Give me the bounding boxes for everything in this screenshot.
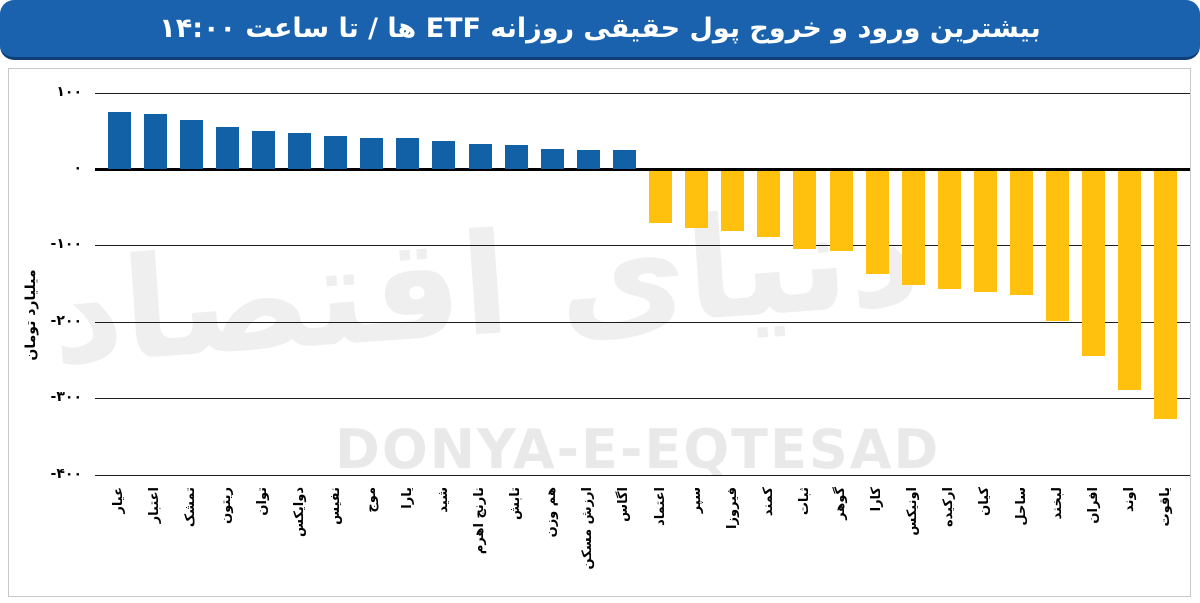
bar-negative bbox=[901, 171, 925, 285]
chart-title-bar: بیشترین ورود و خروج پول حقیقی روزانه ETF… bbox=[0, 0, 1200, 60]
y-tick-label: ۰ bbox=[73, 160, 82, 176]
bar-negative bbox=[973, 171, 997, 292]
bar-positive bbox=[215, 126, 239, 169]
x-category-label: اگاس bbox=[616, 487, 632, 522]
x-category-label: گوهر bbox=[833, 487, 848, 520]
gridline bbox=[95, 92, 1190, 94]
bar-positive bbox=[540, 149, 564, 169]
bar-negative bbox=[649, 171, 672, 223]
gridline bbox=[95, 321, 1190, 323]
x-category-label: سپر bbox=[688, 487, 704, 514]
x-category-label: ارکیده bbox=[941, 487, 957, 527]
x-category-label: ریتون bbox=[219, 487, 235, 524]
bar-positive bbox=[288, 133, 311, 169]
bar-negative bbox=[937, 171, 961, 289]
bar-positive bbox=[251, 130, 275, 169]
x-category-label: افران bbox=[1085, 487, 1101, 524]
y-tick-label: -۳۰۰ bbox=[50, 389, 82, 406]
x-category-label: شید bbox=[435, 487, 451, 513]
y-tick-label: -۴۰۰ bbox=[50, 465, 82, 482]
chart-title: بیشترین ورود و خروج پول حقیقی روزانه ETF… bbox=[159, 13, 1041, 44]
bar-negative bbox=[1010, 171, 1033, 295]
x-category-label: ارزش مسکن bbox=[580, 487, 596, 570]
bar-negative bbox=[1154, 171, 1178, 419]
bar-negative bbox=[721, 171, 745, 232]
bar-negative bbox=[1046, 171, 1070, 321]
x-category-label: تمشک bbox=[183, 487, 199, 528]
y-tick-label: ۱۰۰ bbox=[56, 83, 82, 100]
x-category-label: فیروزا bbox=[724, 487, 740, 529]
bar-positive bbox=[179, 120, 203, 169]
x-category-label: کیان bbox=[977, 487, 993, 516]
x-category-label: یارا bbox=[399, 487, 415, 509]
y-tick-label: -۱۰۰ bbox=[50, 236, 82, 253]
bar-negative bbox=[829, 171, 853, 252]
x-category-label: توان bbox=[255, 487, 271, 516]
bar-positive bbox=[396, 138, 420, 169]
x-category-label: موج bbox=[363, 487, 379, 513]
x-category-label: کارا bbox=[869, 487, 885, 512]
x-category-label: ثبات bbox=[796, 487, 812, 516]
bar-negative bbox=[1082, 171, 1106, 356]
gridline bbox=[95, 398, 1190, 400]
bar-negative bbox=[685, 171, 709, 229]
bar-positive bbox=[576, 149, 600, 169]
gridline bbox=[95, 474, 1190, 476]
bar-negative bbox=[757, 171, 781, 238]
bar-positive bbox=[324, 136, 348, 169]
x-category-label: دوایکس bbox=[291, 487, 307, 538]
bar-positive bbox=[107, 111, 131, 169]
x-axis-zero-line bbox=[95, 168, 1190, 171]
bar-negative bbox=[1118, 171, 1142, 391]
x-category-label: اعتماد bbox=[652, 487, 668, 526]
x-category-label: عیار bbox=[111, 487, 126, 514]
bar-negative bbox=[793, 171, 817, 249]
x-category-label: اعتبار bbox=[147, 487, 163, 524]
x-category-label: تابش bbox=[508, 487, 524, 521]
x-category-label: لبخند bbox=[1049, 487, 1065, 520]
x-category-label: یاقوت bbox=[1157, 487, 1173, 527]
bar-positive bbox=[360, 137, 384, 169]
x-category-label: اونیکس bbox=[905, 487, 921, 536]
y-tick-label: -۲۰۰ bbox=[50, 312, 82, 329]
x-category-label: ساحل bbox=[1013, 487, 1029, 526]
x-category-label: کمند bbox=[760, 487, 776, 517]
bar-positive bbox=[468, 143, 492, 169]
gridline bbox=[95, 245, 1190, 247]
watermark-latin-text: DONYA-E-EQTESAD bbox=[335, 418, 941, 481]
bar-positive bbox=[504, 144, 528, 169]
x-category-label: نفیس bbox=[327, 487, 343, 525]
x-category-label: هم وزن bbox=[544, 487, 560, 538]
bar-positive bbox=[143, 113, 167, 169]
bar-positive bbox=[432, 141, 456, 169]
bar-negative bbox=[865, 171, 889, 275]
x-category-label: نارنج اهرم bbox=[472, 487, 487, 555]
x-category-label: اوند bbox=[1121, 487, 1137, 512]
bar-positive bbox=[612, 149, 636, 169]
